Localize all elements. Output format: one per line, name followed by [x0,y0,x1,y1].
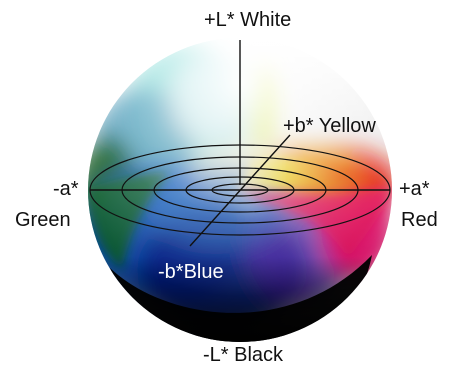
green-label: Green [15,209,71,231]
positive-a-axis-label: +a* [399,178,430,200]
inner-ring [211,183,269,197]
positive-b-yellow-label: +b* Yellow [283,115,376,137]
negative-a-axis-label: -a* [53,178,79,200]
red-label: Red [401,209,438,231]
negative-b-blue-label: -b*Blue [158,261,224,283]
a-b-plane-rings [89,144,391,236]
negative-lightness-black-label: -L* Black [203,344,284,366]
ring [121,156,359,224]
positive-lightness-white-label: +L* White [204,9,292,31]
outer-ring [89,144,391,236]
ring [185,176,295,204]
b-axis-line [189,134,291,247]
ring [153,167,327,213]
